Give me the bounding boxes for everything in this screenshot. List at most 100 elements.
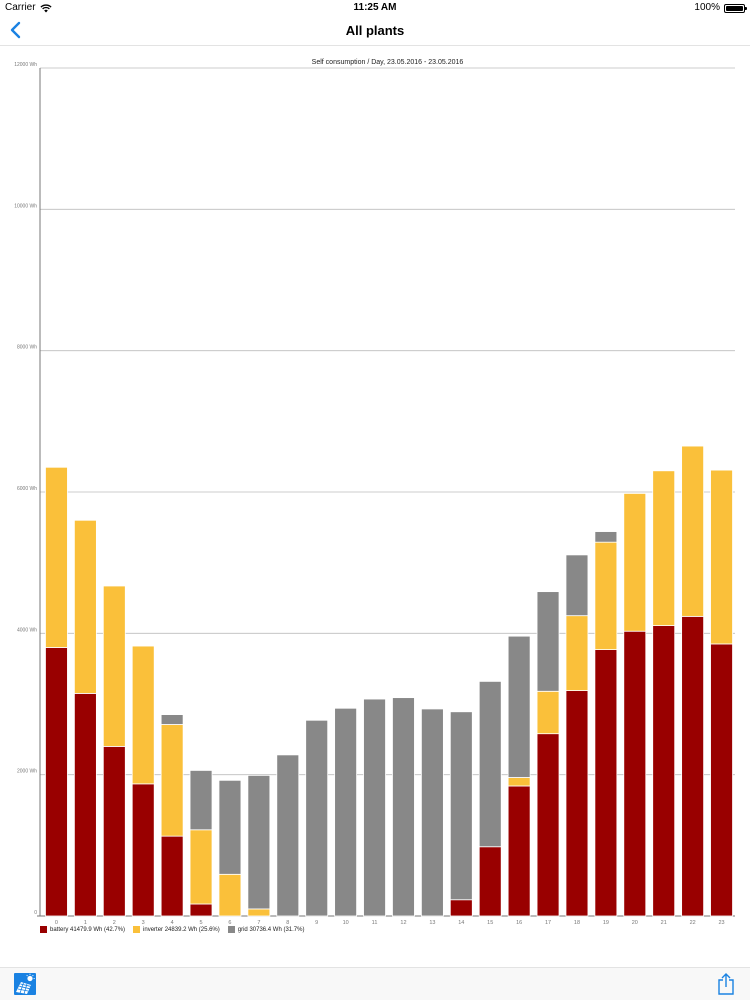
bar-inverter-23	[710, 469, 733, 645]
bar-inverter-18	[565, 615, 589, 691]
bar-grid-7	[247, 774, 271, 910]
battery-percent: 100%	[694, 2, 720, 13]
wifi-icon	[40, 3, 52, 12]
x-tick-label: 2	[113, 920, 116, 926]
bar-inverter-16	[507, 777, 531, 787]
legend-swatch-grid	[227, 926, 235, 933]
bar-battery-15	[478, 846, 502, 917]
bar-inverter-22	[681, 445, 705, 617]
x-tick-label: 21	[661, 920, 667, 926]
legend-label-battery: battery 41479.9 Wh (42.7%)	[50, 926, 126, 933]
x-tick-label: 13	[429, 920, 435, 926]
legend-item-battery: battery 41479.9 Wh (42.7%)	[40, 926, 125, 933]
y-tick-label: 4000 Wh	[17, 627, 37, 633]
bar-battery-17	[536, 733, 560, 917]
share-icon[interactable]	[716, 972, 736, 996]
bar-inverter-6	[218, 873, 242, 917]
bar-grid-11	[363, 698, 386, 917]
x-tick-label: 1	[84, 920, 87, 926]
carrier-label: Carrier	[5, 2, 36, 13]
bar-inverter-21	[652, 470, 676, 626]
x-tick-label: 14	[458, 920, 464, 926]
nav-bar: All plants	[0, 16, 750, 46]
legend-item-inverter: inverter 24839.2 Wh (25.6%)	[133, 926, 220, 933]
legend-swatch-battery	[40, 926, 47, 933]
y-tick-label: 2000 Wh	[17, 769, 37, 775]
x-tick-label: 6	[228, 920, 231, 926]
status-right: 100%	[694, 0, 747, 16]
legend-label-inverter: inverter 24839.2 Wh (25.6%)	[143, 926, 220, 933]
x-tick-label: 16	[516, 920, 522, 926]
x-tick-label: 15	[487, 920, 493, 926]
x-tick-label: 8	[286, 920, 289, 926]
bar-inverter-4	[160, 724, 184, 837]
bar-grid-12	[392, 697, 415, 917]
bar-battery-16	[507, 785, 531, 917]
y-tick-label: 12000 Wh	[14, 62, 37, 68]
y-tick-label: 0	[34, 910, 37, 916]
status-time: 11:25 AM	[353, 2, 397, 13]
bar-inverter-20	[623, 493, 647, 632]
x-tick-label: 3	[142, 920, 145, 926]
x-tick-label: 20	[632, 920, 638, 926]
bar-grid-6	[218, 779, 242, 875]
bar-battery-5	[189, 903, 213, 917]
bar-inverter-7	[247, 908, 271, 917]
bar-inverter-1	[73, 519, 97, 694]
bar-grid-4	[160, 714, 184, 725]
x-tick-label: 23	[718, 920, 724, 926]
y-tick-label: 8000 Wh	[17, 345, 37, 351]
bar-grid-17	[536, 591, 560, 692]
x-tick-label: 19	[603, 920, 609, 926]
y-tick-label: 6000 Wh	[17, 486, 37, 492]
bar-inverter-5	[189, 829, 213, 905]
bar-battery-19	[594, 649, 618, 917]
x-tick-label: 7	[257, 920, 260, 926]
bar-battery-23	[710, 643, 733, 917]
x-tick-label: 9	[315, 920, 318, 926]
bar-grid-9	[305, 719, 329, 917]
x-tick-label: 5	[200, 920, 203, 926]
bar-inverter-0	[45, 466, 68, 648]
bar-grid-14	[449, 711, 473, 901]
x-tick-label: 22	[690, 920, 696, 926]
x-tick-label: 18	[574, 920, 580, 926]
bar-inverter-2	[102, 585, 126, 747]
legend-label-grid: grid 30736.4 Wh (31.7%)	[237, 926, 305, 933]
status-bar: Carrier 11:25 AM 100%	[0, 0, 750, 16]
bar-grid-19	[594, 531, 618, 543]
self-consumption-chart: Self consumption / Day, 23.05.2016 - 23.…	[14, 59, 735, 926]
bar-battery-2	[102, 746, 126, 917]
page-title: All plants	[345, 23, 405, 38]
bar-battery-20	[623, 630, 647, 917]
bar-grid-18	[565, 554, 589, 617]
chart-legend: battery 41479.9 Wh (42.7%) inverter 2483…	[40, 926, 304, 933]
solar-plant-icon[interactable]	[14, 973, 36, 995]
chart-title: Self consumption / Day, 23.05.2016 - 23.…	[312, 59, 464, 66]
bar-grid-16	[507, 635, 531, 778]
x-tick-label: 17	[545, 920, 551, 926]
bar-inverter-3	[131, 645, 155, 785]
bar-battery-1	[73, 693, 97, 917]
bar-inverter-17	[536, 690, 560, 735]
bar-battery-14	[449, 899, 473, 917]
x-tick-label: 12	[400, 920, 406, 926]
bar-battery-4	[160, 835, 184, 917]
bar-battery-22	[681, 615, 705, 917]
x-tick-label: 0	[55, 920, 58, 926]
bar-battery-21	[652, 625, 676, 917]
x-tick-label: 10	[343, 920, 349, 926]
bar-grid-15	[478, 680, 502, 848]
x-tick-label: 4	[171, 920, 174, 926]
bar-battery-0	[45, 647, 68, 917]
legend-item-grid: grid 30736.4 Wh (31.7%)	[227, 926, 305, 933]
bar-grid-8	[276, 754, 300, 917]
bar-inverter-19	[594, 541, 618, 650]
bar-battery-3	[131, 783, 155, 917]
bar-battery-18	[565, 690, 589, 917]
bar-grid-5	[189, 770, 213, 831]
back-chevron-icon[interactable]	[6, 19, 28, 41]
bar-grid-13	[420, 708, 444, 917]
x-tick-label: 11	[372, 920, 378, 926]
bar-grid-10	[334, 707, 358, 917]
